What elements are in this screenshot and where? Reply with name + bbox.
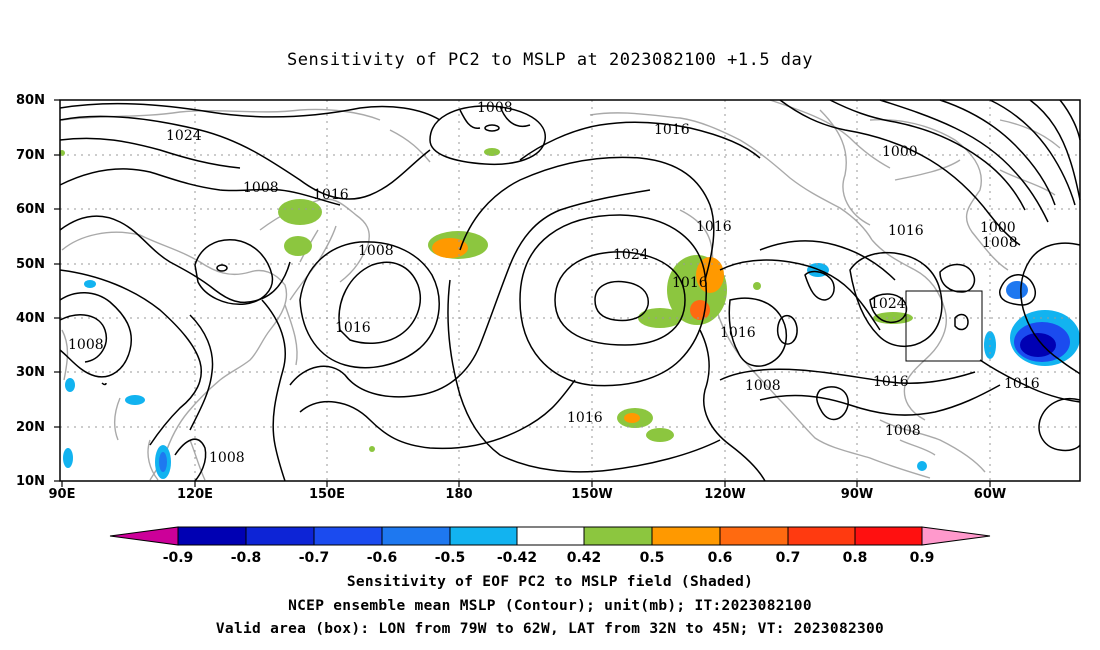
colorbar-swatch — [583, 526, 653, 546]
contour-label: 1016 — [873, 374, 909, 390]
lat-label: 10N — [16, 474, 45, 489]
contour-label: 1008 — [68, 337, 104, 353]
colorbar-high-arrow — [921, 526, 991, 546]
lat-label: 30N — [16, 365, 45, 380]
lat-label: 40N — [16, 311, 45, 326]
caption-line-3: Valid area (box): LON from 79W to 62W, L… — [215, 621, 885, 637]
lon-label: 90E — [49, 487, 76, 502]
colorbar-swatch — [651, 526, 721, 546]
contour-label: 1008 — [745, 378, 781, 394]
colorbar-tick: -0.9 — [163, 550, 194, 566]
lon-label: 120E — [177, 487, 213, 502]
contour-label: 1016 — [335, 320, 371, 336]
lon-label: 180 — [445, 487, 472, 502]
colorbar — [109, 526, 991, 546]
colorbar-swatch — [787, 526, 856, 546]
sensitivity-shading — [59, 148, 1080, 479]
colorbar-tick: -0.7 — [299, 550, 330, 566]
axis-ticks — [54, 99, 991, 487]
contour-label: 1016 — [720, 325, 756, 341]
contour-label: 1016 — [696, 219, 732, 235]
colorbar-tick: -0.5 — [435, 550, 466, 566]
colorbar-tick: 0.5 — [640, 550, 665, 566]
lat-label: 50N — [16, 257, 45, 272]
grid-lines — [60, 100, 1080, 481]
contour-label: 1008 — [243, 180, 279, 196]
contour-label: 1016 — [1004, 376, 1040, 392]
lon-label: 90W — [841, 487, 873, 502]
valid-area-box — [905, 290, 983, 362]
colorbar-tick: 0.7 — [776, 550, 801, 566]
page-title: Sensitivity of PC2 to MSLP at 2023082100… — [286, 50, 813, 70]
colorbar-swatch — [245, 526, 315, 546]
contour-labels: 1008 1024 1016 1008 1016 1008 1016 1024 … — [68, 100, 1040, 466]
colorbar-tick: -0.6 — [367, 550, 398, 566]
map-frame — [59, 99, 1081, 482]
contour-label: 1024 — [613, 247, 649, 263]
contour-label: 1016 — [672, 275, 708, 291]
lat-label: 60N — [16, 202, 45, 217]
colorbar-swatch — [313, 526, 383, 546]
contour-label: 1016 — [567, 410, 603, 426]
lat-label: 80N — [16, 93, 45, 108]
contour-label: 1016 — [888, 223, 924, 239]
longitude-labels: 90E 120E 150E 180 150W 120W 90W 60W — [49, 487, 1007, 502]
contour-label: 1008 — [358, 243, 394, 259]
caption-line-2: NCEP ensemble mean MSLP (Contour); unit(… — [288, 598, 812, 614]
colorbar-swatch — [381, 526, 451, 546]
contour-label: 1000 — [882, 144, 918, 160]
colorbar-tick: 0.8 — [843, 550, 868, 566]
colorbar-tick: 0.6 — [708, 550, 733, 566]
colorbar-tick: 0.9 — [910, 550, 935, 566]
colorbar-swatch — [854, 526, 923, 546]
colorbar-swatch — [449, 526, 518, 546]
lat-label: 70N — [16, 148, 45, 163]
colorbar-ticks: -0.9 -0.8 -0.7 -0.6 -0.5 -0.42 0.42 0.5 … — [163, 550, 935, 566]
contour-label: 1008 — [885, 423, 921, 439]
contour-label: 1024 — [166, 128, 202, 144]
contour-label: 1024 — [870, 296, 906, 312]
contour-label: 1008 — [982, 235, 1018, 251]
colorbar-swatch — [177, 526, 247, 546]
contour-label: 1016 — [654, 122, 690, 138]
colorbar-low-arrow — [109, 526, 179, 546]
colorbar-tick: -0.42 — [497, 550, 537, 566]
colorbar-tick: -0.8 — [231, 550, 262, 566]
lon-label: 120W — [704, 487, 745, 502]
lon-label: 150W — [571, 487, 612, 502]
caption-line-1: Sensitivity of EOF PC2 to MSLP field (Sh… — [346, 574, 754, 590]
contour-label: 1008 — [209, 450, 245, 466]
lon-label: 60W — [974, 487, 1006, 502]
lon-label: 150E — [309, 487, 345, 502]
lat-label: 20N — [16, 420, 45, 435]
colorbar-tick: 0.42 — [567, 550, 602, 566]
latitude-labels: 80N 70N 60N 50N 40N 30N 20N 10N — [16, 93, 45, 489]
contour-label: 1016 — [313, 187, 349, 203]
contour-label: 1008 — [477, 100, 513, 116]
mslp-contours — [59, 99, 1081, 482]
colorbar-swatch — [719, 526, 789, 546]
contour-label: 1000 — [980, 220, 1016, 236]
colorbar-swatch — [516, 526, 585, 546]
